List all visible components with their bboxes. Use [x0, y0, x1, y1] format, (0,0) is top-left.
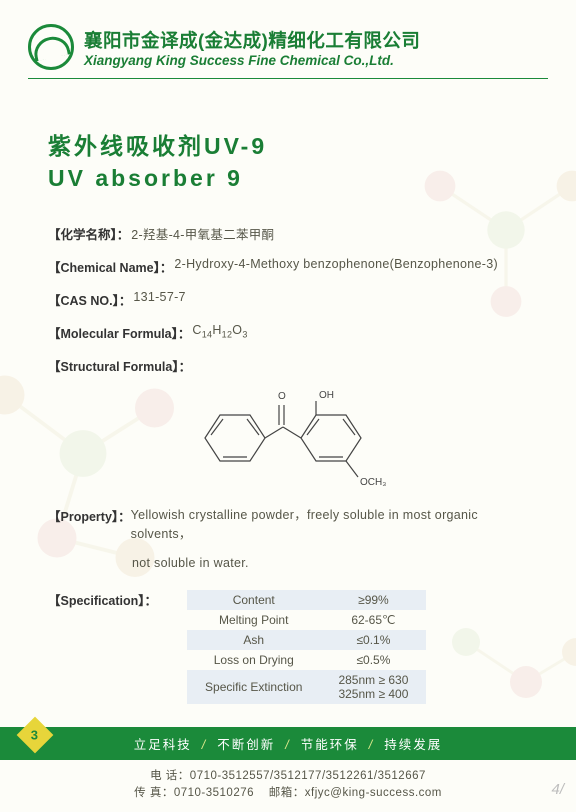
spec-name: Loss on Drying	[187, 650, 320, 670]
spec-name: Ash	[187, 630, 320, 650]
slogan-separator: /	[202, 738, 207, 752]
company-name-zh: 襄阳市金译成(金达成)精细化工有限公司	[84, 27, 548, 53]
chem-name-en: 2-Hydroxy-4-Methoxy benzophenone(Benzoph…	[174, 257, 498, 271]
property-text-line1: Yellowish crystalline powder，freely solu…	[131, 506, 528, 544]
label-property: 【Property】：	[48, 506, 131, 544]
slogan-item: 持续发展	[384, 738, 442, 752]
label-struct-formula: 【Structural Formula】：	[48, 356, 191, 375]
header: 襄阳市金译成(金达成)精细化工有限公司 Xiangyang King Succe…	[0, 0, 576, 87]
atom-label: O	[278, 391, 286, 402]
product-title-en: UV absorber 9	[48, 165, 528, 192]
atom-label: OH	[319, 390, 334, 401]
main-content: 紫外线吸收剂UV-9 UV absorber 9 【化学名称】： 2-羟基-4-…	[0, 87, 576, 704]
phone-number: 0710-3512557/3512177/3512261/3512667	[190, 770, 426, 782]
email-label: 邮箱：	[269, 787, 305, 799]
phone-label: 电 话：	[150, 770, 190, 782]
spec-value: 62-65℃	[320, 610, 426, 630]
atom-label: OCH₃	[360, 477, 386, 488]
label-cas-no: 【CAS NO.】：	[48, 290, 131, 309]
spec-value: ≤0.5%	[320, 650, 426, 670]
fax-number: 0710-3510276	[174, 787, 254, 799]
slogan-separator: /	[285, 738, 290, 752]
spec-value: ≤0.1%	[320, 630, 426, 650]
label-specification: 【Specification】：	[48, 590, 157, 609]
property-text-line2: not soluble in water.	[132, 554, 528, 573]
email-address: xfjyc@king-success.com	[305, 787, 442, 799]
fax-label: 传 真：	[134, 787, 174, 799]
slogan-item: 立足科技	[134, 738, 192, 752]
structural-formula-diagram: O OH OCH₃	[183, 383, 393, 498]
specification-table: Content≥99%Melting Point62-65℃Ash≤0.1%Lo…	[187, 590, 426, 704]
molecular-formula: C14H12O3	[192, 323, 247, 340]
footer: 3 立足科技 / 不断创新 / 节能环保 / 持续发展 电 话：0710-3512557/3…	[0, 727, 576, 812]
cas-no: 131-57-7	[133, 290, 185, 304]
label-mol-formula: 【Molecular Formula】：	[48, 323, 190, 342]
spec-name: Melting Point	[187, 610, 320, 630]
label-chem-name-zh: 【化学名称】：	[48, 224, 129, 243]
spec-value: ≥99%	[320, 590, 426, 610]
company-name-en: Xiangyang King Success Fine Chemical Co.…	[84, 53, 548, 68]
page-corner: 4/	[551, 781, 564, 798]
label-chem-name-en: 【Chemical Name】：	[48, 257, 172, 276]
slogan-item: 节能环保	[301, 738, 359, 752]
spec-name: Specific Extinction	[187, 670, 320, 704]
company-logo-icon	[28, 24, 74, 70]
chem-name-zh: 2-羟基-4-甲氧基二苯甲酮	[131, 224, 274, 243]
contact-block: 电 话：0710-3512557/3512177/3512261/3512667…	[0, 760, 576, 812]
slogan-bar: 立足科技 / 不断创新 / 节能环保 / 持续发展	[0, 727, 576, 760]
spec-value: 285nm ≥ 630 325nm ≥ 400	[320, 670, 426, 704]
page-number: 3	[31, 727, 38, 742]
product-title-zh: 紫外线吸收剂UV-9	[48, 127, 528, 161]
header-divider	[28, 78, 548, 79]
slogan-separator: /	[369, 738, 374, 752]
spec-name: Content	[187, 590, 320, 610]
slogan-item: 不断创新	[217, 738, 275, 752]
